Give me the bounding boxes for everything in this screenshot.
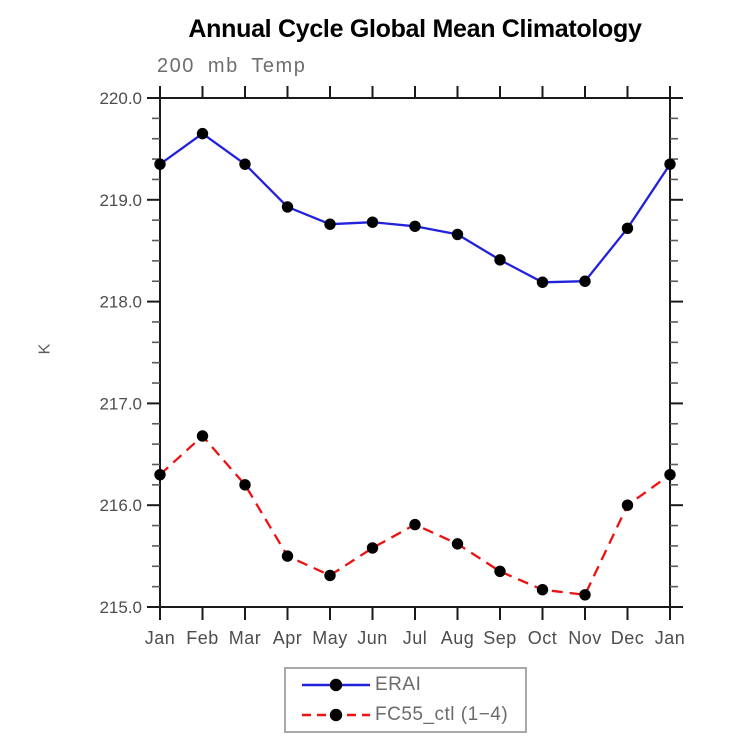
x-tick-label: Sep bbox=[483, 628, 517, 648]
y-tick-label: 218.0 bbox=[99, 293, 142, 312]
series-0-marker bbox=[494, 254, 506, 266]
series-0-marker bbox=[451, 228, 464, 241]
series-0-marker bbox=[324, 218, 336, 230]
x-tick-label: Nov bbox=[568, 628, 602, 648]
y-tick-label: 220.0 bbox=[99, 89, 142, 108]
y-tick-label: 215.0 bbox=[99, 598, 142, 617]
x-tick-label: Aug bbox=[441, 628, 475, 648]
series-line-0 bbox=[159, 132, 671, 284]
series-1-marker bbox=[494, 565, 506, 578]
series-1-marker bbox=[536, 583, 549, 596]
y-tick-label: 217.0 bbox=[99, 394, 142, 413]
series-1-marker bbox=[664, 468, 676, 481]
series-0-marker bbox=[579, 275, 591, 287]
series-0-marker bbox=[196, 127, 209, 140]
x-tick-label: Feb bbox=[186, 628, 219, 648]
series-0-marker bbox=[154, 158, 166, 170]
series-1-marker bbox=[579, 589, 591, 601]
x-tick-label: Jun bbox=[357, 628, 388, 648]
series-0-marker bbox=[366, 216, 379, 228]
series-0-marker bbox=[536, 276, 549, 288]
series-0-marker bbox=[621, 222, 634, 235]
x-tick-label: Oct bbox=[528, 628, 558, 648]
series-0-marker bbox=[239, 158, 251, 170]
x-tick-label: Apr bbox=[273, 628, 303, 648]
series-1-marker bbox=[154, 468, 166, 481]
legend-item-fc55: FC55_ctl (1−4) bbox=[286, 700, 525, 730]
x-tick-label: Dec bbox=[611, 628, 645, 648]
series-1-marker bbox=[409, 518, 421, 531]
y-tick-label: 216.0 bbox=[99, 496, 142, 515]
axis-frame bbox=[159, 97, 671, 608]
legend-marker-erai bbox=[329, 678, 343, 692]
series-1-marker bbox=[366, 542, 379, 554]
legend-marker-fc55 bbox=[329, 708, 343, 722]
series-1-marker bbox=[621, 499, 634, 511]
legend-line-sample-fc55 bbox=[302, 708, 370, 722]
series-line-1 bbox=[159, 434, 671, 596]
x-tick-label: May bbox=[312, 628, 348, 648]
series-0-marker bbox=[281, 201, 294, 213]
chart-subtitle: 200 mb Temp bbox=[157, 55, 307, 77]
series-1-marker bbox=[239, 479, 251, 491]
x-tick-label: Jan bbox=[145, 628, 176, 648]
x-tick-label: Jul bbox=[403, 628, 428, 648]
legend-label-erai: ERAI bbox=[375, 674, 422, 695]
series-0-marker bbox=[664, 158, 676, 170]
series-1-marker bbox=[196, 430, 209, 442]
series-1-marker bbox=[281, 550, 294, 562]
legend-line-sample-erai bbox=[302, 678, 370, 692]
x-tick-label: Mar bbox=[229, 628, 262, 648]
legend: ERAI FC55_ctl (1−4) bbox=[284, 667, 527, 733]
series-1-marker bbox=[324, 569, 336, 582]
legend-item-erai: ERAI bbox=[286, 670, 525, 700]
chart-title: Annual Cycle Global Mean Climatology bbox=[188, 15, 642, 43]
series-1-marker bbox=[451, 538, 464, 550]
series-0-marker bbox=[409, 220, 421, 232]
y-tick-label: 219.0 bbox=[99, 191, 142, 210]
x-tick-label: Jan bbox=[655, 628, 686, 648]
legend-label-fc55: FC55_ctl (1−4) bbox=[375, 704, 509, 725]
